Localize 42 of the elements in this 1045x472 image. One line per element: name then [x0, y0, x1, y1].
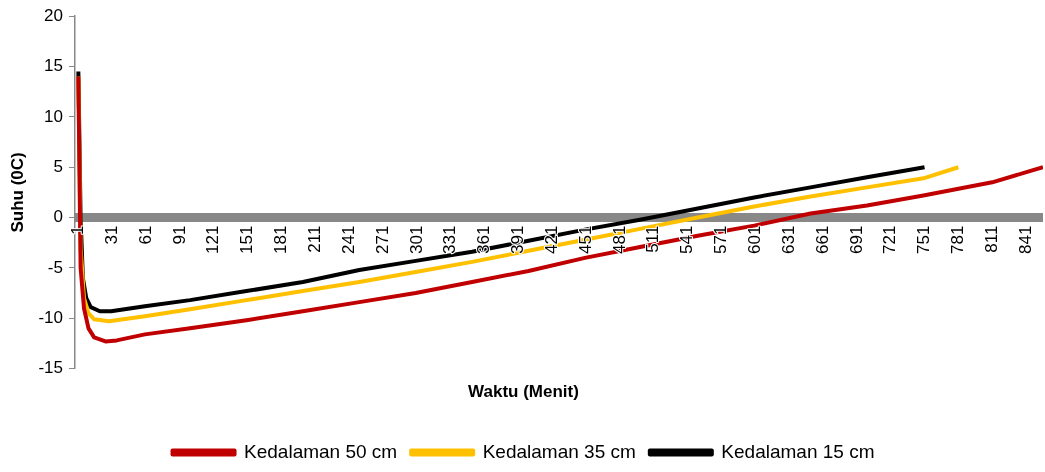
x-tick-label: 421: [541, 225, 561, 254]
x-tick-label: 391: [508, 225, 528, 254]
x-tick-label: 781: [948, 225, 968, 254]
x-tick-label: 481: [609, 225, 629, 254]
legend-label: Kedalaman 35 cm: [482, 440, 636, 462]
x-tick-label: 541: [677, 225, 697, 254]
y-tick-label: 0: [53, 207, 63, 227]
x-tick-label: 601: [744, 225, 764, 254]
x-tick-label: 151: [237, 225, 257, 254]
x-tick-label: 31: [101, 225, 121, 245]
x-tick-label: 271: [372, 225, 392, 254]
x-tick-label: 1: [68, 225, 88, 236]
x-tick-label: 211: [304, 225, 324, 253]
x-tick-label: 181: [271, 225, 291, 254]
x-tick-label: 631: [778, 225, 798, 254]
x-axis-title: Waktu (Menit): [468, 382, 579, 402]
x-tick-label: 241: [338, 225, 358, 254]
x-tick-label: 571: [711, 225, 731, 254]
y-tick-label: 5: [53, 156, 63, 176]
y-tick-label: -10: [38, 307, 63, 327]
x-tick-label: 61: [135, 225, 155, 245]
x-tick-label: 121: [203, 225, 223, 254]
x-tick-label: 301: [406, 225, 426, 254]
legend-label: Kedalaman 50 cm: [244, 440, 398, 462]
x-tick-label: 451: [575, 225, 595, 254]
legend-label: Kedalaman 15 cm: [721, 440, 875, 462]
y-axis-title: Suhu (0C): [7, 152, 27, 233]
y-tick-label: 20: [44, 5, 63, 25]
x-tick-label: 91: [169, 225, 189, 245]
x-tick-label: 661: [812, 225, 832, 254]
x-tick-label: 811: [981, 225, 1001, 253]
x-tick-label: 331: [440, 225, 460, 254]
y-tick-label: 10: [44, 106, 63, 126]
x-tick-label: 721: [880, 225, 900, 254]
y-tick-label: -15: [38, 358, 63, 378]
x-tick-label: 751: [914, 225, 934, 254]
x-tick-label: 841: [1015, 225, 1035, 254]
x-tick-label: 361: [474, 225, 494, 254]
x-tick-label: 691: [846, 225, 866, 254]
y-tick-label: 15: [44, 56, 63, 76]
x-tick-label: 511: [643, 225, 663, 253]
y-tick-label: -5: [47, 257, 63, 277]
